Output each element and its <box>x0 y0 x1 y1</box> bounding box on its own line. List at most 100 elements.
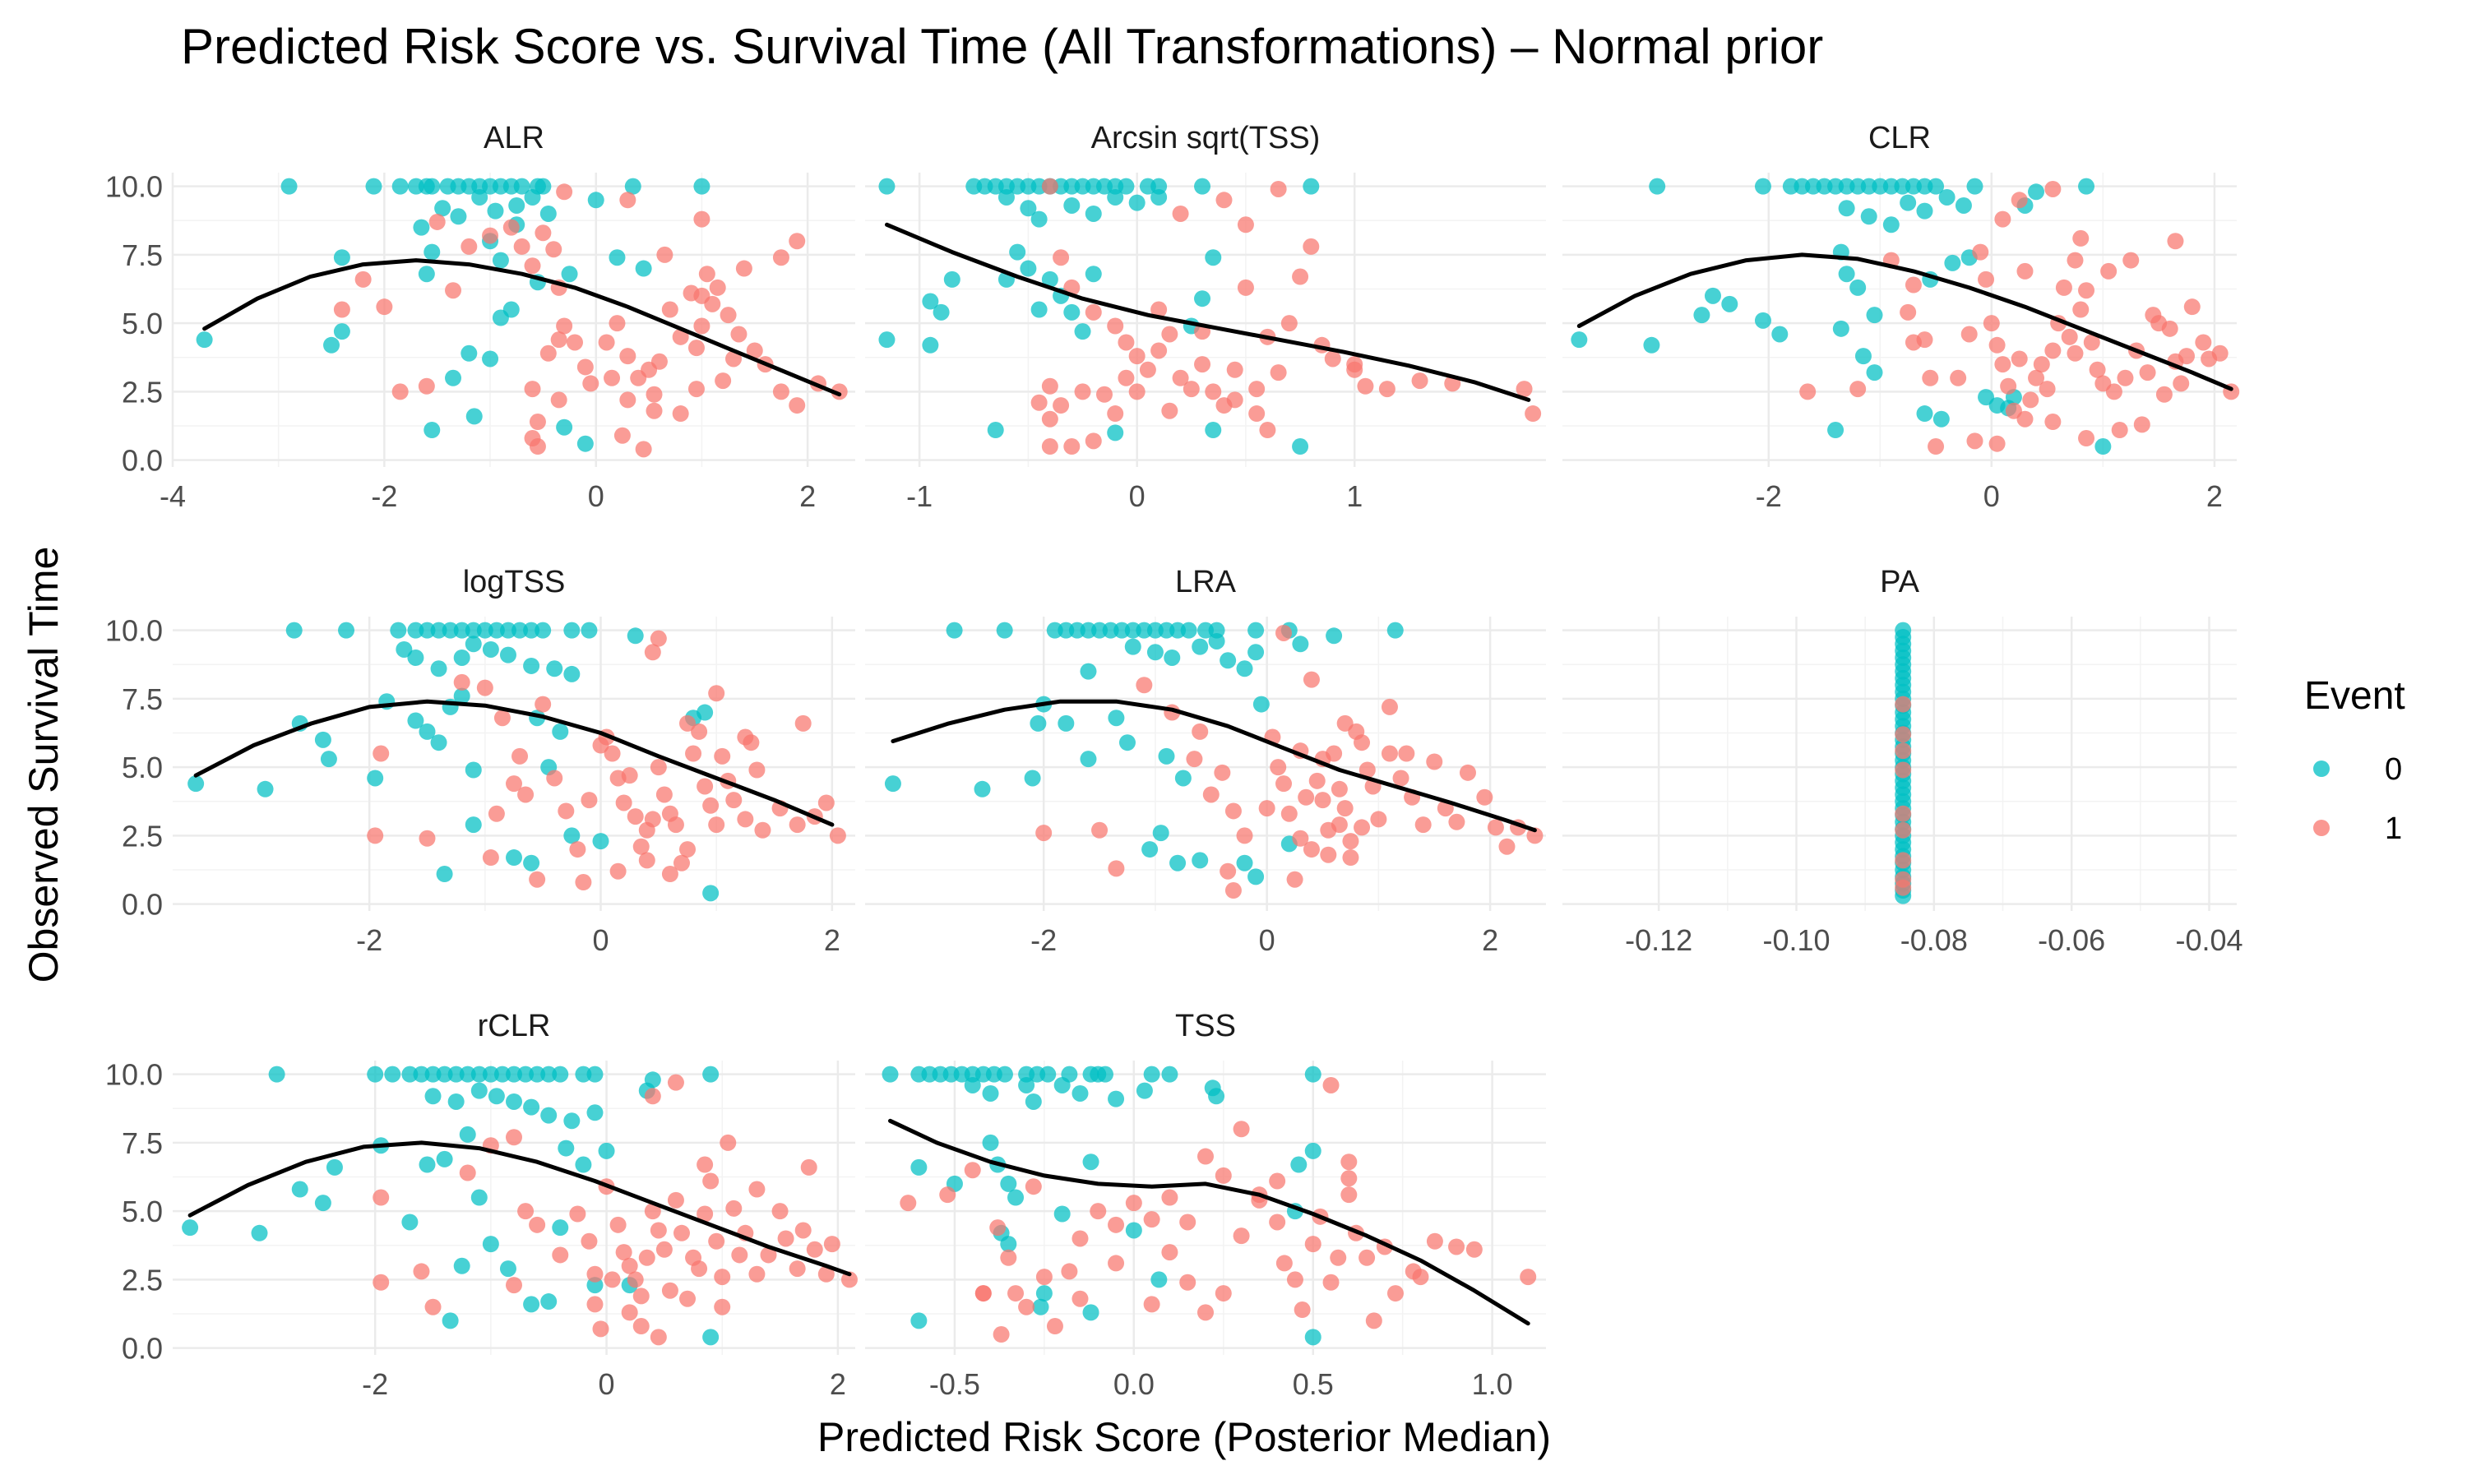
point-event-0 <box>488 1088 505 1105</box>
point-event-1 <box>661 1282 678 1299</box>
point-event-1 <box>1370 811 1387 828</box>
point-event-0 <box>592 833 609 850</box>
y-axis-label: Observed Survival Time <box>21 547 67 983</box>
point-event-1 <box>754 821 771 839</box>
point-event-1 <box>621 767 638 784</box>
point-event-1 <box>1280 315 1298 332</box>
point-event-1 <box>691 1260 708 1278</box>
point-event-1 <box>1046 1318 1063 1335</box>
point-event-1 <box>800 1158 817 1176</box>
point-event-1 <box>1308 772 1326 789</box>
point-event-0 <box>1164 649 1181 666</box>
point-event-1 <box>419 830 436 847</box>
point-event-1 <box>506 1277 522 1294</box>
point-event-0 <box>1128 194 1146 211</box>
point-event-0 <box>436 1150 453 1167</box>
point-event-0 <box>1085 266 1102 283</box>
point-event-1 <box>679 714 697 732</box>
point-event-0 <box>1326 627 1343 645</box>
point-event-1 <box>524 381 541 398</box>
point-event-0 <box>470 1066 488 1083</box>
point-event-0 <box>1018 1076 1035 1093</box>
point-event-1 <box>493 710 511 727</box>
point-event-0 <box>465 408 483 425</box>
point-event-1 <box>2016 262 2034 280</box>
point-event-1 <box>1183 381 1200 398</box>
point-event-0 <box>196 331 213 349</box>
point-event-0 <box>1053 1076 1071 1093</box>
point-event-0 <box>1143 1066 1160 1083</box>
point-event-0 <box>1754 178 1771 195</box>
point-event-1 <box>731 1246 748 1264</box>
point-event-1 <box>1179 1214 1196 1231</box>
point-event-1 <box>1336 800 1354 817</box>
point-event-1 <box>2044 180 2062 197</box>
point-event-1 <box>644 811 661 828</box>
panel-1: -1 0 1 Arcsin sqrt(TSS) <box>865 121 1546 513</box>
point-event-1 <box>1448 813 1465 830</box>
smooth-line <box>885 222 1531 402</box>
point-event-0 <box>1292 636 1309 653</box>
point-event-0 <box>552 1219 569 1237</box>
point-event-0 <box>575 1066 592 1083</box>
point-event-1 <box>1320 846 1337 863</box>
point-event-1 <box>453 673 470 691</box>
point-event-1 <box>1161 402 1178 419</box>
point-event-0 <box>384 1066 401 1083</box>
point-event-1 <box>806 1241 823 1258</box>
point-event-1 <box>1226 361 1243 378</box>
point-event-0 <box>1169 854 1187 871</box>
point-event-0 <box>1150 1271 1168 1288</box>
smooth-line <box>187 1140 852 1277</box>
point-event-0 <box>1304 1329 1321 1346</box>
point-event-1 <box>644 1203 661 1220</box>
point-event-0 <box>1118 734 1136 751</box>
point-event-1 <box>1331 816 1348 834</box>
point-event-1 <box>714 747 731 765</box>
point-event-0 <box>470 1189 488 1206</box>
point-event-1 <box>1516 381 1533 398</box>
point-event-0 <box>587 192 604 209</box>
point-event-0 <box>540 1293 558 1311</box>
point-event-0 <box>1205 249 1222 266</box>
point-event-1 <box>771 1203 789 1220</box>
point-event-0 <box>1032 1298 1049 1315</box>
point-event-1 <box>1214 764 1231 781</box>
point-event-1 <box>737 811 754 828</box>
point-event-0 <box>1053 1205 1071 1223</box>
point-event-1 <box>1411 372 1428 390</box>
point-event-0 <box>285 622 303 639</box>
point-event-1 <box>2000 377 2017 395</box>
point-event-1 <box>529 414 546 431</box>
point-event-1 <box>488 805 505 822</box>
point-event-0 <box>430 622 447 639</box>
point-event-1 <box>1107 405 1124 423</box>
point-event-0 <box>982 1084 999 1102</box>
point-event-1 <box>1258 800 1275 817</box>
point-event-1 <box>598 334 615 351</box>
point-event-1 <box>1215 1285 1232 1302</box>
point-event-1 <box>1303 671 1320 688</box>
point-event-0 <box>922 293 939 310</box>
point-event-1 <box>1007 1285 1025 1302</box>
point-event-0 <box>1082 1304 1099 1321</box>
point-event-1 <box>550 391 567 409</box>
point-event-1 <box>513 238 530 255</box>
point-event-0 <box>997 188 1015 206</box>
point-event-1 <box>1270 759 1287 776</box>
point-event-0 <box>419 723 436 740</box>
point-event-1 <box>725 350 743 368</box>
point-event-1 <box>627 808 644 825</box>
point-event-1 <box>697 778 714 795</box>
point-event-0 <box>558 1140 575 1157</box>
point-event-0 <box>1247 644 1265 661</box>
x-tick-label: -2 <box>1756 479 1782 513</box>
point-event-0 <box>465 636 482 653</box>
x-tick-label: -0.08 <box>1900 923 1968 957</box>
point-event-0 <box>508 196 525 214</box>
point-event-1 <box>502 219 520 236</box>
point-event-1 <box>655 1241 673 1258</box>
point-event-1 <box>1072 1290 1089 1307</box>
point-event-0 <box>407 622 424 639</box>
